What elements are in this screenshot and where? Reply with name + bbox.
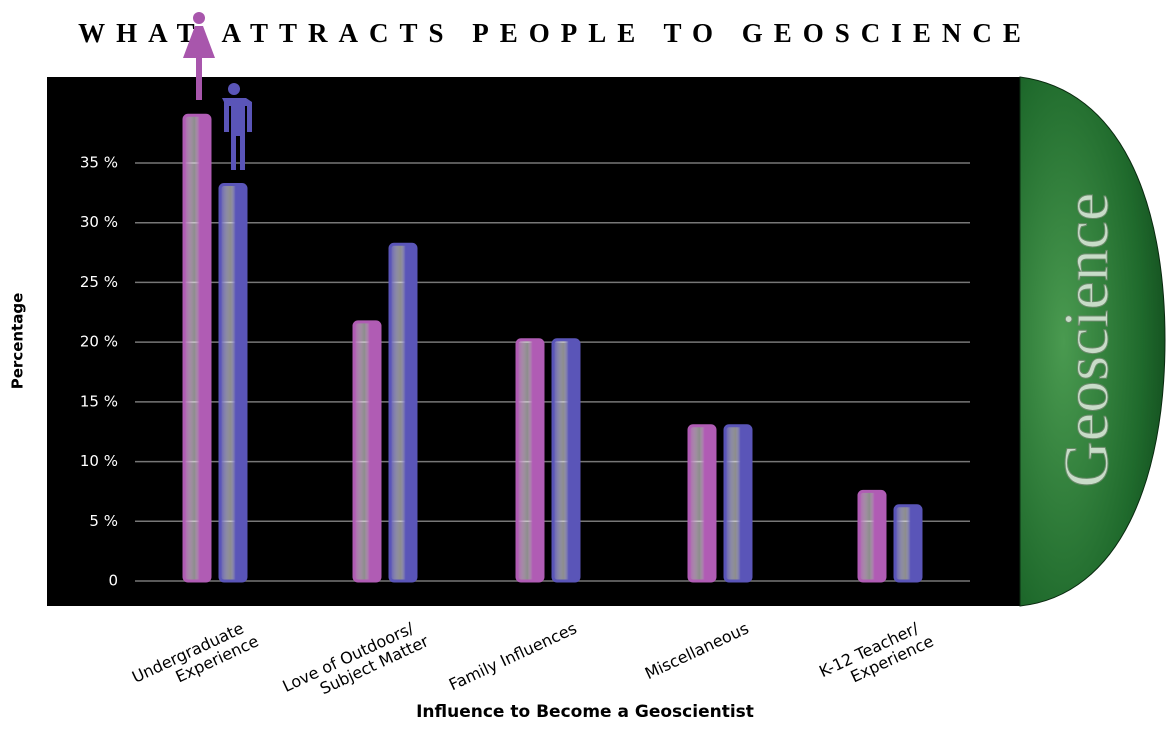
x-tick-label-group: Family Influences xyxy=(446,618,580,694)
x-axis-title: Influence to Become a Geoscientist xyxy=(416,702,754,722)
y-tick-label: 15 % xyxy=(80,392,118,410)
bar xyxy=(893,504,923,583)
x-tick-label: Family Influences xyxy=(446,618,580,694)
woman-icon xyxy=(183,12,215,100)
bar xyxy=(723,424,753,583)
y-tick-label: 0 xyxy=(108,572,118,590)
y-tick-label: 20 % xyxy=(80,333,118,351)
y-axis-title: Percentage xyxy=(9,293,27,390)
bar xyxy=(515,338,545,583)
chart-title: WHAT ATTRACTS PEOPLE TO GEOSCIENCE xyxy=(78,18,1032,48)
y-tick-label: 30 % xyxy=(80,213,118,231)
geoscience-disc xyxy=(1019,76,1166,607)
bar xyxy=(182,113,212,583)
bar xyxy=(857,489,887,583)
y-tick-label: 35 % xyxy=(80,154,118,172)
bar xyxy=(687,424,717,583)
bar xyxy=(551,338,581,583)
x-tick-label-group: Love of Outdoors/Subject Matter xyxy=(280,618,432,698)
y-tick-label: 25 % xyxy=(80,273,118,291)
bar xyxy=(352,320,382,583)
man-icon xyxy=(222,83,252,170)
x-tick-label-group: K-12 Teacher/Experience xyxy=(816,618,936,686)
x-tick-label: Miscellaneous xyxy=(642,618,752,683)
y-tick-label: 5 % xyxy=(89,512,118,530)
bars xyxy=(182,113,923,583)
x-tick-label-group: Miscellaneous xyxy=(642,618,752,683)
side-label: Geoscience xyxy=(1051,193,1122,488)
bar xyxy=(388,242,418,583)
bar xyxy=(218,182,248,583)
y-tick-label: 10 % xyxy=(80,452,118,470)
